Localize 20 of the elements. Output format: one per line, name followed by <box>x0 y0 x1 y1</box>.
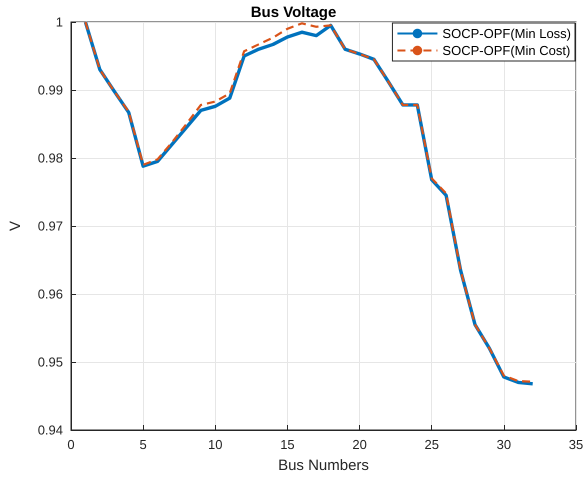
y-tick-label: 0.97 <box>38 218 63 234</box>
x-tick-label: 15 <box>280 437 295 452</box>
x-tick-label: 10 <box>208 437 223 452</box>
x-tick-label: 0 <box>67 437 75 452</box>
legend-label: SOCP-OPF(Min Loss) <box>442 26 572 41</box>
y-tick-label: 0.94 <box>38 422 63 438</box>
x-axis-title: Bus Numbers <box>278 457 369 474</box>
x-tick-label: 20 <box>352 437 367 452</box>
y-tick-label: 0.95 <box>38 354 63 370</box>
y-tick-label: 0.98 <box>38 150 63 166</box>
x-tick-label: 25 <box>424 437 439 452</box>
y-tick-label: 1 <box>56 14 63 30</box>
x-tick-label: 5 <box>140 437 147 452</box>
chart-title: Bus Voltage <box>250 4 336 21</box>
y-tick-label: 0.99 <box>38 82 63 98</box>
legend-label: SOCP-OPF(Min Cost) <box>442 43 570 58</box>
y-tick-label: 0.96 <box>38 286 63 302</box>
x-tick-label: 30 <box>496 437 512 452</box>
y-axis-title: V <box>7 220 24 232</box>
x-tick-label: 35 <box>568 437 584 452</box>
